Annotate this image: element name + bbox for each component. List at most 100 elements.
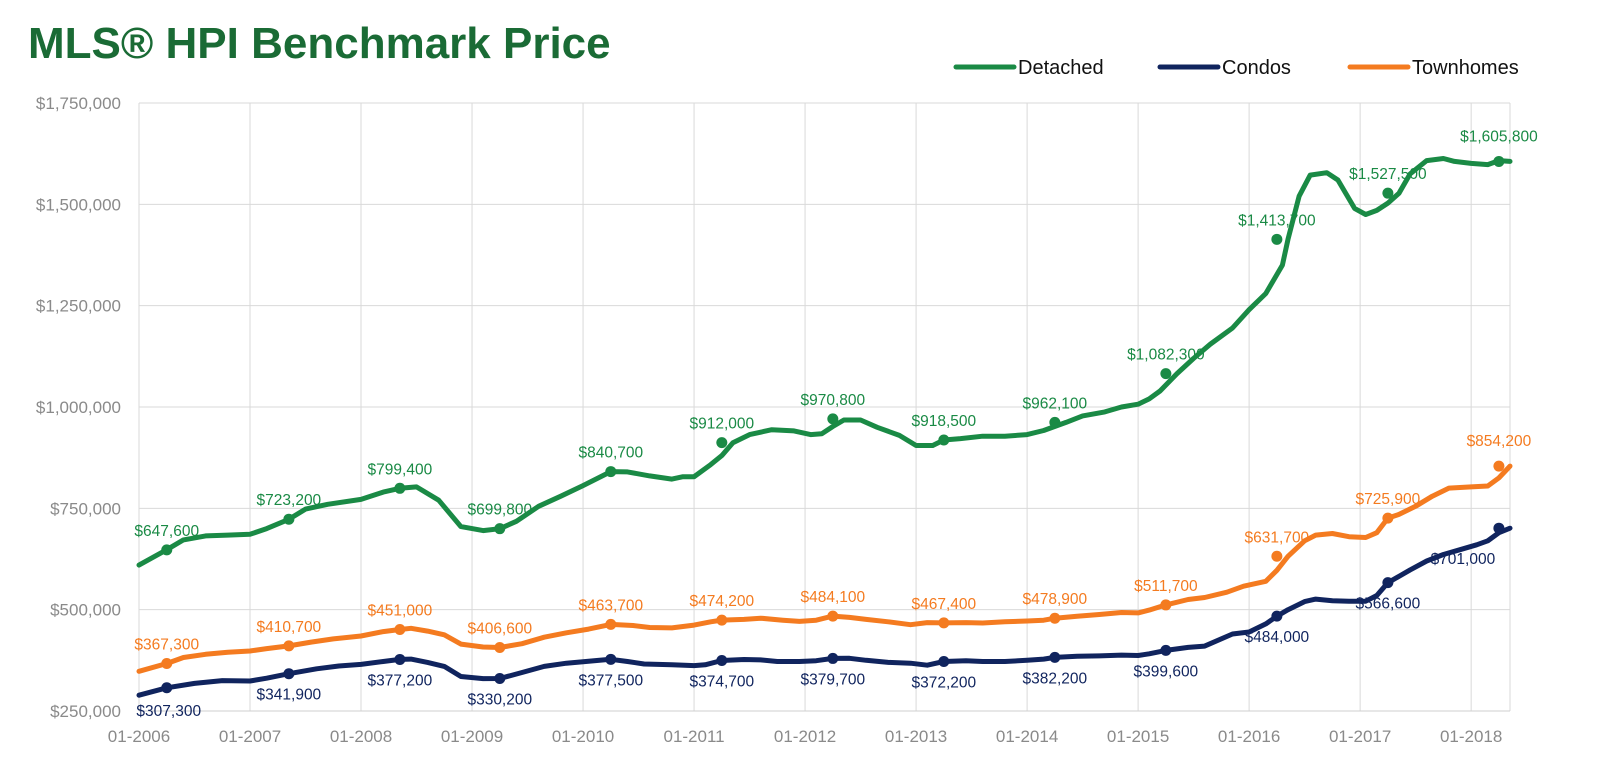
data-label-detached: $723,200 [257,492,322,509]
data-point-condos [1493,522,1505,534]
legend-label-detached: Detached [1018,57,1104,79]
data-point-detached [161,544,173,556]
data-point-detached [827,413,839,425]
data-point-detached [494,523,506,535]
data-label-layer: $647,600 $723,200 $799,400 $699,800 $840,700… [134,128,1538,719]
data-point-townhomes [1049,612,1061,624]
x-tick-label: 01-2017 [1329,727,1391,746]
data-label-townhomes: $467,400 [912,596,977,613]
data-label-townhomes: $367,300 [134,636,199,653]
data-label-townhomes: $474,200 [689,593,754,610]
x-tick-label: 01-2016 [1218,727,1280,746]
data-point-condos [161,682,173,694]
data-label-detached: $1,413,700 [1238,212,1316,229]
data-point-detached [394,482,406,494]
y-tick-label: $1,250,000 [36,297,121,316]
data-point-condos [938,655,950,667]
data-point-detached [1049,416,1061,428]
data-label-detached: $840,700 [578,445,643,462]
data-point-condos [283,668,295,680]
data-label-detached: $647,600 [134,523,199,540]
data-label-detached: $970,800 [800,392,865,409]
series-line-detached [136,156,1513,568]
chart-grid [138,102,1511,712]
data-point-condos [494,672,506,684]
data-label-condos: $330,200 [467,691,532,708]
data-label-detached: $699,800 [467,502,532,519]
data-point-detached [605,466,617,478]
x-tick-label: 01-2018 [1440,727,1502,746]
series-line-condos [136,525,1513,698]
data-point-detached [1382,187,1394,199]
data-label-condos: $484,000 [1245,629,1310,646]
x-tick-label: 01-2015 [1107,727,1169,746]
data-label-detached: $799,400 [368,461,433,478]
data-label-townhomes: $406,600 [467,621,532,638]
x-tick-label: 01-2009 [441,727,503,746]
data-point-detached [1160,368,1172,380]
data-point-condos [827,652,839,664]
y-tick-label: $750,000 [50,499,121,518]
data-label-condos: $307,300 [136,703,201,720]
data-label-townhomes: $463,700 [578,597,643,614]
data-label-townhomes: $410,700 [257,619,322,636]
x-tick-label: 01-2014 [996,727,1058,746]
data-point-condos [1160,644,1172,656]
data-point-detached [938,434,950,446]
data-point-condos [1382,577,1394,589]
data-label-townhomes: $631,700 [1245,529,1310,546]
data-point-townhomes [938,617,950,629]
data-point-condos [1271,610,1283,622]
data-label-condos: $701,000 [1431,551,1496,568]
x-tick-label: 01-2012 [774,727,836,746]
data-point-townhomes [716,614,728,626]
data-point-townhomes [394,624,406,636]
chart-title: MLS® HPI Benchmark Price [28,19,611,68]
data-label-condos: $379,700 [800,671,865,688]
y-tick-label: $1,750,000 [36,94,121,113]
data-label-detached: $1,082,300 [1127,347,1205,364]
data-label-townhomes: $451,000 [368,603,433,620]
legend: Detached Condos Townhomes [953,57,1519,79]
data-label-condos: $377,500 [578,672,643,689]
data-label-condos: $377,200 [368,672,433,689]
data-point-townhomes [827,610,839,622]
data-point-condos [1049,651,1061,663]
legend-label-townhomes: Townhomes [1412,57,1519,79]
y-tick-label: $1,500,000 [36,195,121,214]
data-label-condos: $374,700 [689,673,754,690]
data-point-detached [1493,155,1505,167]
data-point-townhomes [161,657,173,669]
data-label-townhomes: $478,900 [1023,591,1088,608]
data-label-detached: $1,527,500 [1349,166,1427,183]
data-label-condos: $372,200 [912,674,977,691]
y-tick-label: $250,000 [50,702,121,721]
data-point-detached [1271,233,1283,245]
series-line-townhomes [136,463,1513,674]
data-point-townhomes [283,640,295,652]
x-axis: 01-2006 01-2007 01-2008 01-2009 01-2010 01-20… [108,727,1503,746]
x-tick-label: 01-2006 [108,727,170,746]
data-point-townhomes [494,642,506,654]
data-label-condos: $382,200 [1023,670,1088,687]
x-tick-label: 01-2011 [663,727,724,746]
data-label-detached: $962,100 [1023,395,1088,412]
legend-label-condos: Condos [1222,57,1291,79]
data-point-condos [716,654,728,666]
data-point-townhomes [1160,599,1172,611]
data-label-detached: $912,000 [689,416,754,433]
x-tick-label: 01-2008 [330,727,392,746]
y-tick-label: $1,000,000 [36,398,121,417]
series-layer [136,155,1513,698]
data-label-townhomes: $511,700 [1134,578,1198,595]
x-tick-label: 01-2010 [552,727,614,746]
data-point-detached [716,437,728,449]
data-point-condos [394,653,406,665]
data-point-townhomes [605,618,617,630]
data-label-condos: $399,600 [1134,663,1199,680]
data-point-detached [283,513,295,525]
data-label-townhomes: $484,100 [800,589,865,606]
data-point-townhomes [1382,512,1394,524]
x-tick-label: 01-2013 [885,727,947,746]
